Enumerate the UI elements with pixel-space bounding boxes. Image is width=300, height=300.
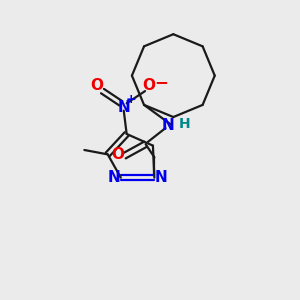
Text: O: O <box>142 78 155 93</box>
Text: O: O <box>90 78 103 93</box>
Text: H: H <box>178 117 190 131</box>
Text: N: N <box>108 170 121 185</box>
Text: −: − <box>155 73 169 91</box>
Text: +: + <box>126 93 136 106</box>
Text: N: N <box>162 118 175 133</box>
Text: N: N <box>117 100 130 115</box>
Text: N: N <box>154 170 167 185</box>
Text: O: O <box>111 148 124 163</box>
